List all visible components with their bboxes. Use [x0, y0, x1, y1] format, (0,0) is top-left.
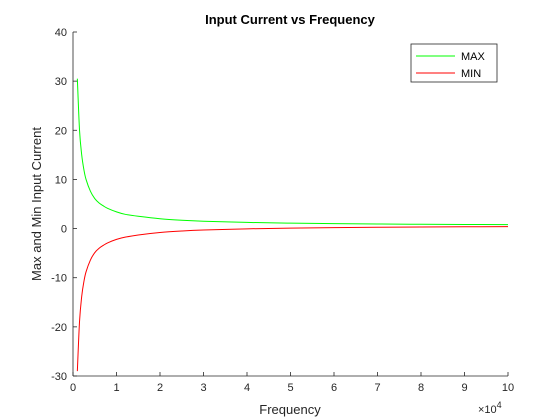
x-tick-label: 2	[157, 382, 163, 394]
y-tick-label: -20	[51, 322, 67, 334]
plot-area	[73, 32, 508, 376]
y-tick-label: -30	[51, 371, 67, 383]
y-tick-label: 40	[55, 27, 67, 39]
legend: MAX MIN	[410, 43, 498, 83]
legend-label-max: MAX	[461, 51, 486, 63]
x-tick-label: 0	[70, 382, 76, 394]
legend-box	[410, 43, 498, 83]
x-axis-exponent-power: 4	[497, 400, 502, 410]
x-tick-label: 6	[331, 382, 337, 394]
y-tick-label: 0	[61, 224, 67, 236]
x-tick-label: 7	[374, 382, 380, 394]
legend-label-min: MIN	[461, 68, 481, 80]
x-tick-label: 9	[461, 382, 467, 394]
y-axis-label: Max and Min Input Current	[29, 127, 44, 281]
series-line-max	[76, 78, 509, 226]
x-tick-label: 10	[502, 382, 514, 394]
series-line-min	[76, 226, 509, 372]
x-tick-label: 8	[418, 382, 424, 394]
series-layer	[76, 78, 509, 372]
y-tick-label: -10	[51, 273, 67, 285]
x-axis-label: Frequency	[259, 402, 321, 417]
y-tick-label: 30	[55, 76, 67, 88]
ticks-layer: 0 1 2 3 4 5 6 7 8 9 10 -30 -20 -10 0 10 20 30 40	[51, 27, 514, 394]
chart-title: Input Current vs Frequency	[205, 12, 376, 27]
x-tick-label: 4	[244, 382, 250, 394]
y-tick-label: 20	[55, 125, 67, 137]
x-tick-label: 3	[200, 382, 206, 394]
x-tick-label: 1	[113, 382, 119, 394]
y-tick-label: 10	[55, 174, 67, 186]
x-tick-label: 5	[287, 382, 293, 394]
x-axis-exponent: ×104	[478, 400, 502, 416]
